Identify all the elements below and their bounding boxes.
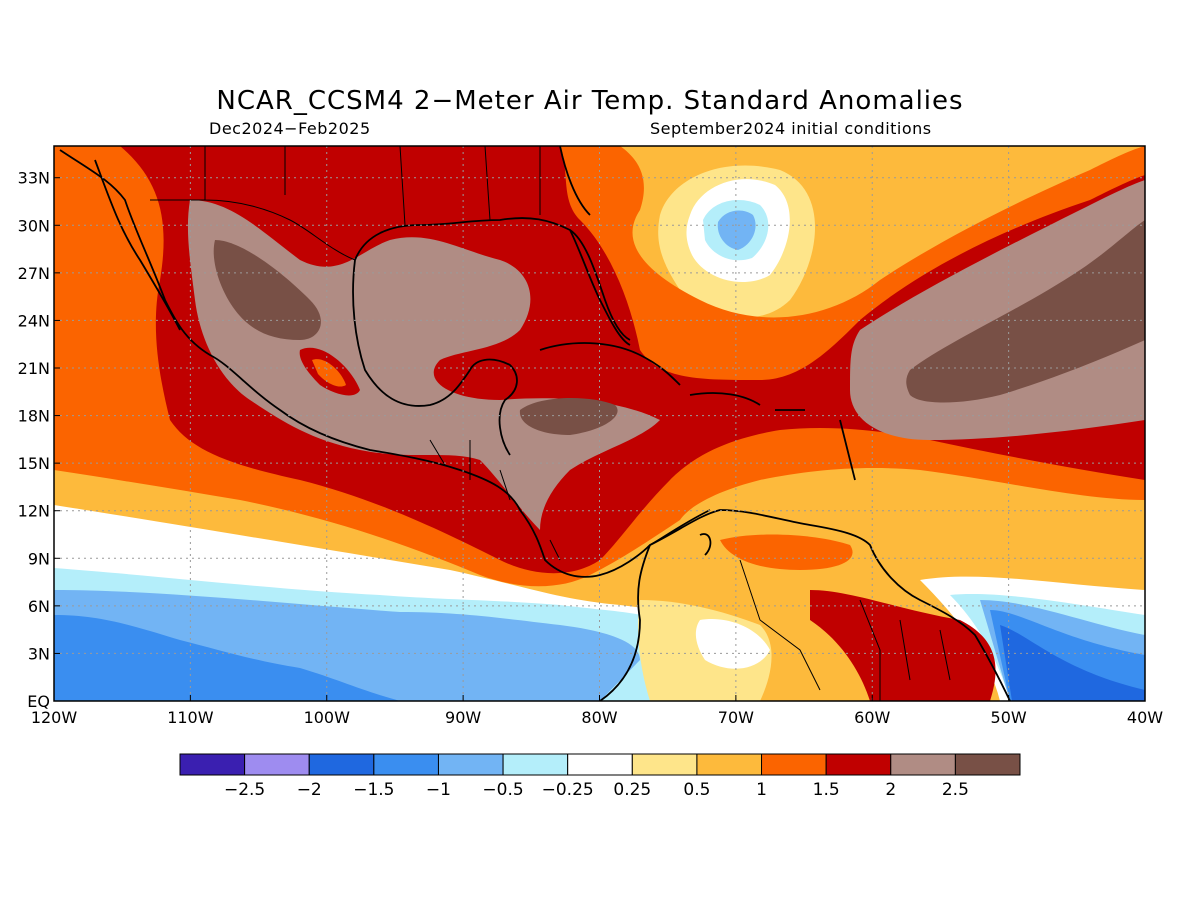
cool-pocket-blue: [717, 210, 756, 250]
legend-swatch: [437, 753, 504, 776]
color-legend: −2.5 −2 −1.5 −1 −0.5 −0.25 0.25 0.5 1 1.5 2 2.5: [179, 753, 1021, 800]
lat-label: 24N: [18, 311, 50, 330]
lat-label: EQ: [27, 692, 50, 711]
lat-label: 15N: [18, 454, 50, 473]
border-us-mexico: [150, 146, 356, 261]
lon-label: 50W: [991, 708, 1027, 727]
coast-mexico-pacific: [59, 149, 711, 578]
forecast-period: Dec2024−Feb2025: [209, 119, 371, 138]
border-central-america: [429, 439, 561, 561]
lon-label: 100W: [304, 708, 351, 727]
borders: [150, 146, 951, 701]
cool-band-darkblue: [54, 615, 400, 701]
legend-swatch: [696, 753, 763, 776]
legend-label: 2: [885, 780, 896, 800]
coast-caribbean-islands: [839, 419, 856, 481]
warm-dark-caribbean: [519, 398, 618, 435]
coast-mexico-gulf: [352, 259, 518, 456]
legend-swatch: [954, 753, 1021, 776]
legend-swatch: [761, 753, 827, 776]
border-us-states: [284, 146, 541, 226]
legend-swatch: [502, 753, 569, 776]
legend-label: −2.5: [224, 780, 265, 800]
longitude-labels: 120W 110W 100W 90W 80W 70W 60W 50W 40W: [31, 695, 1163, 727]
legend-swatch: [308, 753, 375, 776]
legend-label: −1.5: [353, 780, 394, 800]
coast-sa-north: [649, 509, 1011, 701]
warm-tan-mexico: [187, 200, 660, 530]
lat-label: 30N: [18, 216, 50, 235]
lon-label: 90W: [445, 708, 481, 727]
coast-venezuela-lake: [699, 533, 712, 556]
lon-label: 80W: [581, 708, 617, 727]
legend-swatch: [179, 753, 246, 776]
lat-label: 6N: [28, 597, 50, 616]
lon-label: 70W: [718, 708, 754, 727]
legend-swatch: [567, 753, 633, 776]
grid-lines: [54, 146, 1145, 701]
coast-cuba: [539, 342, 681, 386]
legend-swatch: [890, 753, 956, 776]
chart-title: NCAR_CCSM4 2−Meter Air Temp. Standard An…: [216, 86, 964, 116]
coast-gulf: [354, 217, 631, 346]
border-sa: [739, 559, 951, 701]
legend-label: −1: [426, 780, 451, 800]
sa-white: [695, 619, 770, 669]
sa-red: [810, 590, 996, 701]
warm-dark-mexico: [213, 240, 321, 340]
lat-label: 9N: [28, 549, 50, 568]
lat-label: 21N: [18, 359, 50, 378]
coast-florida: [569, 229, 631, 341]
coast-us-east: [559, 146, 591, 216]
lon-label: 60W: [854, 708, 890, 727]
se-cool-deepest: [1000, 625, 1145, 701]
legend-label: 0.5: [683, 780, 710, 800]
sa-orange: [720, 534, 853, 570]
legend-label: 1.5: [813, 780, 840, 800]
lat-label: 18N: [18, 407, 50, 426]
lat-label: 3N: [28, 644, 50, 663]
legend-swatch: [631, 753, 698, 776]
legend-label: 0.25: [613, 780, 651, 800]
coast-baja: [94, 159, 181, 331]
legend-swatch: [825, 753, 892, 776]
lon-label: 120W: [31, 708, 78, 727]
cool-blob-blue: [470, 636, 611, 701]
legend-label: 1: [756, 780, 767, 800]
legend-label: −2: [297, 780, 322, 800]
lat-label: 12N: [18, 502, 50, 521]
lon-label: 110W: [167, 708, 214, 727]
legend-swatch: [244, 753, 310, 776]
initial-conditions: September2024 initial conditions: [650, 119, 932, 138]
legend-label: 2.5: [942, 780, 969, 800]
lon-label: 40W: [1127, 708, 1163, 727]
latitude-labels: 33N 30N 27N 24N 21N 18N 15N 12N 9N 6N 3N EQ: [18, 169, 60, 711]
coastlines: [59, 146, 1011, 701]
coast-hispaniola: [689, 392, 761, 406]
lat-label: 33N: [18, 169, 50, 188]
lat-label: 27N: [18, 264, 50, 283]
warm-orange-pocket: [312, 359, 346, 387]
legend-label: −0.25: [542, 780, 594, 800]
coast-sa-west: [599, 544, 651, 701]
warm-dark-atlantic: [906, 220, 1145, 403]
legend-swatch: [373, 753, 439, 776]
legend-label: −0.5: [482, 780, 523, 800]
